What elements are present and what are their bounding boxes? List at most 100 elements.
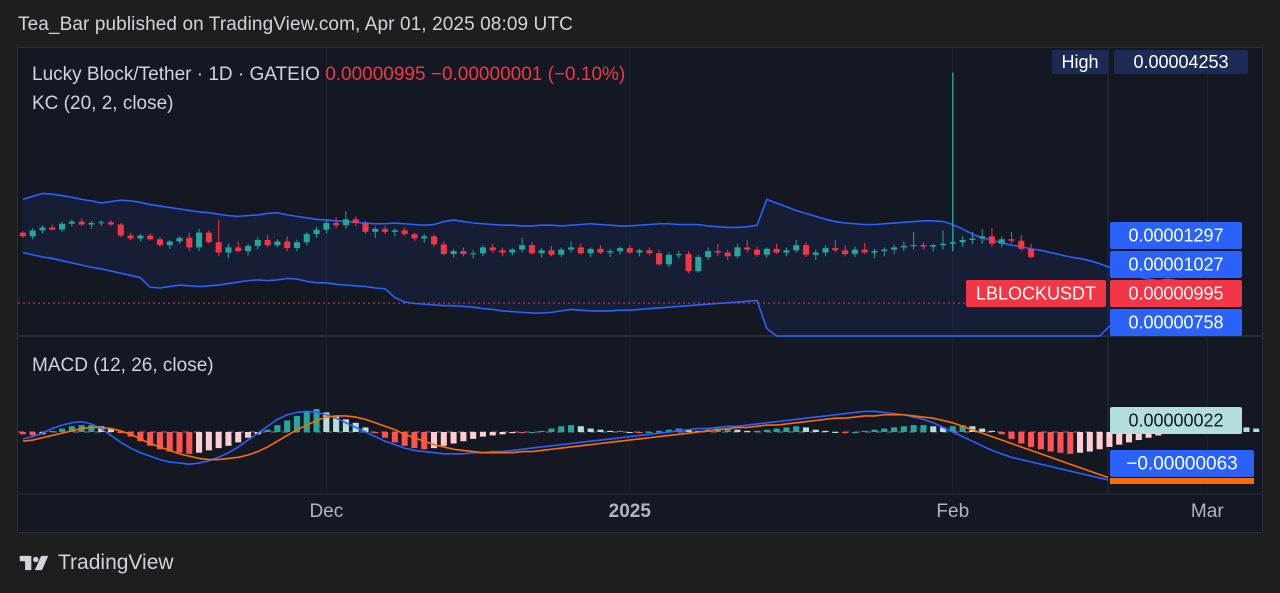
macd-histogram-bar <box>900 426 907 432</box>
candle-body <box>763 248 770 255</box>
x-tick-label: Mar <box>1191 501 1224 522</box>
candle-body <box>930 245 937 247</box>
macd-histogram-bar <box>646 432 653 433</box>
candle-body <box>802 245 810 255</box>
candle-body <box>440 244 447 255</box>
candle-body <box>519 245 526 250</box>
macd-histogram-bar <box>244 432 252 438</box>
macd-histogram-bar <box>235 432 242 443</box>
candle-body <box>861 249 868 253</box>
macd-histogram-bar <box>274 425 281 432</box>
candle-body <box>127 235 134 239</box>
tradingview-logo-icon <box>19 555 49 571</box>
candle-body <box>78 221 85 225</box>
high-value-tag: 0.00004253 <box>1133 52 1228 72</box>
candle-body <box>793 245 800 251</box>
macd-histogram-bar <box>1086 432 1093 452</box>
x-tick-label: Feb <box>936 501 969 522</box>
macd-histogram-bar <box>401 432 408 446</box>
macd-histogram-bar <box>773 428 780 432</box>
candle-body <box>959 240 966 243</box>
macd-histogram-bar <box>685 429 692 432</box>
signal-value-tag-bg <box>1110 450 1254 477</box>
macd-histogram-bar <box>333 415 340 432</box>
macd-histogram-bar <box>470 432 477 439</box>
macd-histogram-bar <box>107 428 115 432</box>
footer[interactable]: TradingView <box>18 551 174 575</box>
candle-body <box>724 252 731 257</box>
candle-body <box>871 251 878 253</box>
candle-body <box>832 248 839 251</box>
macd-histogram-bar <box>430 432 438 449</box>
macd-histogram-bar <box>1067 432 1074 454</box>
macd-histogram-bar <box>156 432 163 450</box>
macd-histogram-bar <box>1116 432 1123 445</box>
macd-histogram-bar <box>568 425 575 432</box>
candle-body <box>362 223 369 232</box>
macd-histogram-bar <box>812 429 819 432</box>
macd-histogram-bar <box>323 412 330 432</box>
candle-body <box>587 248 594 254</box>
candle-body <box>734 247 741 257</box>
macd-histogram-bar <box>166 432 173 452</box>
macd-histogram-bar <box>753 430 761 432</box>
legend-layer: Lucky Block/Tether · 1D · GATEIO 0.00000… <box>32 64 625 376</box>
candle-body <box>382 228 389 232</box>
candle-body <box>891 247 898 250</box>
candle-body <box>19 232 26 237</box>
price-tag: 0.00001027 <box>1128 255 1223 275</box>
candle-body <box>705 251 712 257</box>
chart-svg[interactable]: Dec2025FebMarApr0.00002000 High0.0000425… <box>18 48 1262 532</box>
candle-body <box>646 250 653 254</box>
candle-body <box>107 222 115 225</box>
candle-body <box>558 249 565 255</box>
macd-histogram-bar <box>1096 432 1103 450</box>
candle-body <box>59 223 66 230</box>
macd-histogram-bar <box>910 425 917 432</box>
macd-histogram-bar <box>842 432 849 434</box>
x-tick-label: Dec <box>309 501 343 522</box>
candle-body <box>313 229 320 235</box>
macd-histogram-bar <box>832 432 839 433</box>
candle-body <box>68 221 75 224</box>
keltner-band-layer <box>18 192 1189 337</box>
candle-body <box>1008 239 1015 241</box>
candle-body <box>323 223 330 230</box>
candle-body <box>842 250 849 255</box>
macd-histogram-bar <box>744 430 751 432</box>
candle-body <box>1018 240 1025 249</box>
candle-body <box>352 219 359 224</box>
high-label-bg <box>1052 50 1108 74</box>
keltner-lower-line <box>22 251 1189 337</box>
candle-body <box>137 235 144 239</box>
macd-histogram-bar <box>939 427 947 432</box>
candle-body <box>773 248 780 253</box>
candle-body <box>39 227 46 231</box>
candle-body <box>675 254 682 256</box>
chart-frame[interactable]: Dec2025FebMarApr0.00002000 High0.0000425… <box>17 47 1263 533</box>
macd-layer <box>18 409 1260 481</box>
macd-histogram-bar <box>793 426 800 432</box>
candle-body <box>509 249 516 253</box>
macd-histogram-bar <box>137 432 144 442</box>
candle-body <box>881 249 888 252</box>
macd-histogram-bar <box>597 429 604 432</box>
candle-body <box>616 248 624 252</box>
macd-histogram-bar <box>891 427 898 432</box>
candle-body <box>607 251 614 253</box>
macd-histogram-bar <box>656 430 663 432</box>
candle-body <box>147 235 154 240</box>
candle-body <box>342 219 349 226</box>
candle-body <box>753 249 761 255</box>
keltner-fill <box>22 193 1188 336</box>
macd-histogram-bar <box>509 432 516 434</box>
candle-body <box>744 247 751 250</box>
candle-body <box>88 223 95 225</box>
signal-tag-edge <box>1110 478 1254 484</box>
candle-body <box>235 247 242 252</box>
price-legend: Lucky Block/Tether · 1D · GATEIO 0.00000… <box>32 64 625 85</box>
macd-histogram-bar <box>440 432 447 446</box>
macd-histogram-bar <box>577 426 584 432</box>
candle-body <box>489 247 496 251</box>
candle-body <box>421 236 428 239</box>
